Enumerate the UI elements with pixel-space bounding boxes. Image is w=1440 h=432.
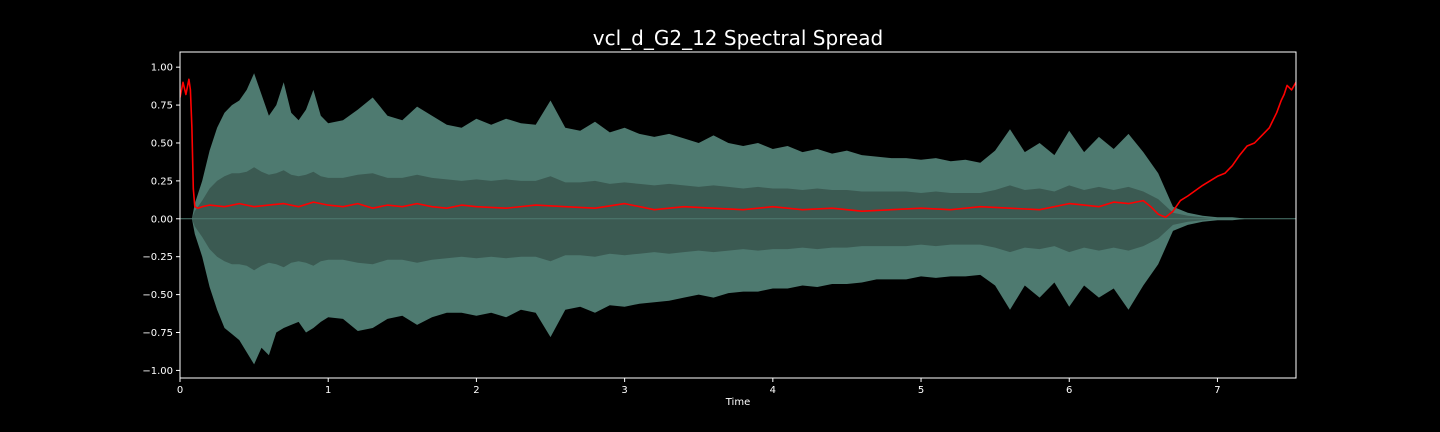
spectral-spread-line <box>180 78 1296 219</box>
x-tick-label: 2 <box>473 385 479 396</box>
y-tick-label: −0.75 <box>142 328 173 339</box>
y-tick-label: 0.00 <box>151 214 173 225</box>
x-tick-label: 7 <box>1214 385 1220 396</box>
chart-title: vcl_d_G2_12 Spectral Spread <box>592 26 884 50</box>
x-tick-label: 4 <box>770 385 776 396</box>
x-tick-label: 1 <box>325 385 331 396</box>
x-tick-label: 5 <box>918 385 924 396</box>
plot-frame <box>179 51 1297 379</box>
y-tick-label: 1.00 <box>151 63 173 74</box>
y-tick-label: 0.75 <box>151 101 173 112</box>
y-tick-label: 0.50 <box>151 138 173 149</box>
x-tick-label: 3 <box>621 385 627 396</box>
x-axis-label: Time <box>725 397 751 408</box>
y-tick-label: −0.50 <box>142 290 173 301</box>
y-tick-label: 0.25 <box>151 176 173 187</box>
x-tick-label: 6 <box>1066 385 1072 396</box>
x-tick-label: 0 <box>177 385 183 396</box>
y-tick-label: −0.25 <box>142 252 173 263</box>
y-tick-label: −1.00 <box>142 366 173 377</box>
